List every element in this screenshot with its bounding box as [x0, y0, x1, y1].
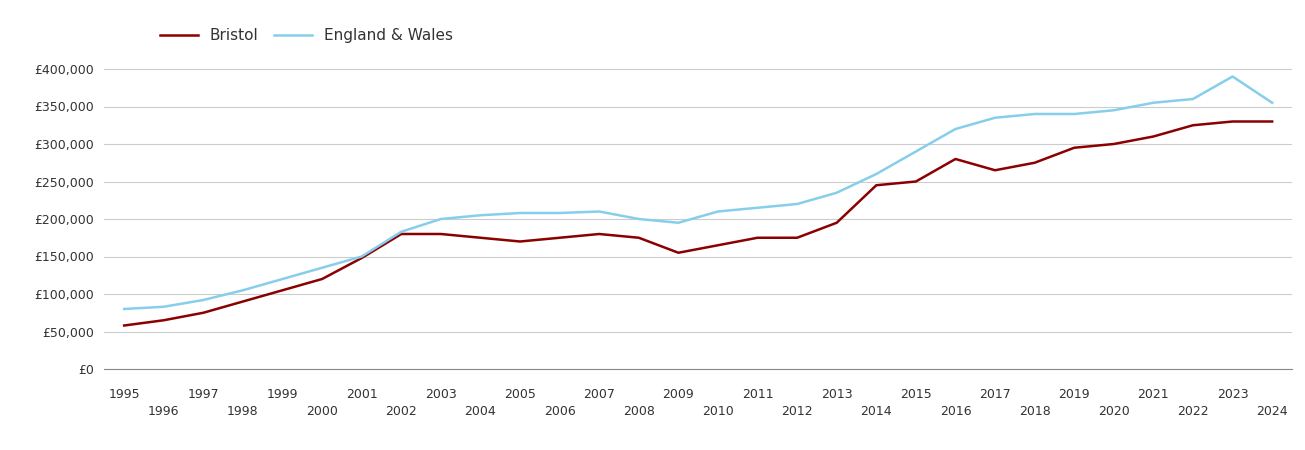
Bristol: [1224, 119, 1240, 124]
Bristol: [472, 235, 488, 240]
Bristol: [315, 276, 330, 282]
Bristol: [275, 288, 291, 293]
England & Wales: [947, 126, 963, 132]
England & Wales: [1105, 108, 1121, 113]
Bristol: [632, 235, 647, 240]
Text: 1998: 1998: [227, 405, 258, 418]
England & Wales: [790, 201, 805, 207]
England & Wales: [671, 220, 686, 225]
Bristol: [235, 299, 251, 304]
England & Wales: [1185, 96, 1201, 102]
Bristol: [433, 231, 449, 237]
England & Wales: [315, 265, 330, 270]
Bristol: [512, 239, 527, 244]
Text: 2009: 2009: [663, 388, 694, 401]
Text: 2017: 2017: [979, 388, 1011, 401]
Bristol: [988, 167, 1004, 173]
Text: 2022: 2022: [1177, 405, 1208, 418]
England & Wales: [155, 304, 171, 310]
Bristol: [354, 255, 369, 261]
Bristol: [1027, 160, 1043, 166]
Bristol: [749, 235, 765, 240]
England & Wales: [749, 205, 765, 211]
Bristol: [591, 231, 607, 237]
Bristol: [1185, 122, 1201, 128]
Text: 1996: 1996: [147, 405, 180, 418]
Text: 2023: 2023: [1216, 388, 1249, 401]
Text: 2014: 2014: [860, 405, 893, 418]
Text: 1997: 1997: [188, 388, 219, 401]
Bristol: [1066, 145, 1082, 150]
England & Wales: [433, 216, 449, 222]
Text: 2012: 2012: [782, 405, 813, 418]
Text: 2002: 2002: [385, 405, 418, 418]
England & Wales: [988, 115, 1004, 121]
Text: 2007: 2007: [583, 388, 615, 401]
England & Wales: [275, 276, 291, 282]
Bristol: [671, 250, 686, 256]
Bristol: [790, 235, 805, 240]
Text: 2010: 2010: [702, 405, 733, 418]
Text: 2013: 2013: [821, 388, 852, 401]
Text: 2020: 2020: [1098, 405, 1130, 418]
Bristol: [908, 179, 924, 184]
England & Wales: [829, 190, 844, 195]
England & Wales: [1066, 111, 1082, 117]
Text: 2018: 2018: [1019, 405, 1051, 418]
England & Wales: [354, 254, 369, 259]
Text: 2019: 2019: [1058, 388, 1090, 401]
Legend: Bristol, England & Wales: Bristol, England & Wales: [159, 28, 453, 43]
Text: 1995: 1995: [108, 388, 140, 401]
Text: 2011: 2011: [741, 388, 774, 401]
Bristol: [1265, 119, 1280, 124]
Text: 2004: 2004: [465, 405, 496, 418]
Bristol: [155, 318, 171, 323]
England & Wales: [235, 288, 251, 293]
Bristol: [829, 220, 844, 225]
Bristol: [196, 310, 211, 315]
Bristol: [1146, 134, 1161, 139]
Text: 2005: 2005: [504, 388, 536, 401]
Line: Bristol: Bristol: [124, 122, 1272, 325]
England & Wales: [1265, 100, 1280, 105]
Bristol: [710, 243, 726, 248]
Text: 2008: 2008: [622, 405, 655, 418]
England & Wales: [472, 212, 488, 218]
Text: 2006: 2006: [544, 405, 576, 418]
England & Wales: [116, 306, 132, 312]
Text: 2021: 2021: [1138, 388, 1169, 401]
England & Wales: [1027, 111, 1043, 117]
Text: 2003: 2003: [425, 388, 457, 401]
England & Wales: [196, 297, 211, 303]
Text: 2024: 2024: [1257, 405, 1288, 418]
Bristol: [116, 323, 132, 328]
Bristol: [868, 183, 883, 188]
Text: 2001: 2001: [346, 388, 377, 401]
England & Wales: [868, 171, 883, 177]
Line: England & Wales: England & Wales: [124, 76, 1272, 309]
England & Wales: [1224, 74, 1240, 79]
Bristol: [1105, 141, 1121, 147]
Text: 1999: 1999: [266, 388, 299, 401]
England & Wales: [591, 209, 607, 214]
Text: 2000: 2000: [307, 405, 338, 418]
England & Wales: [393, 229, 408, 234]
England & Wales: [710, 209, 726, 214]
England & Wales: [632, 216, 647, 222]
England & Wales: [1146, 100, 1161, 105]
Text: 2015: 2015: [900, 388, 932, 401]
England & Wales: [908, 149, 924, 154]
Bristol: [552, 235, 568, 240]
Bristol: [393, 231, 408, 237]
Bristol: [947, 156, 963, 162]
England & Wales: [552, 210, 568, 216]
Text: 2016: 2016: [940, 405, 971, 418]
England & Wales: [512, 210, 527, 216]
